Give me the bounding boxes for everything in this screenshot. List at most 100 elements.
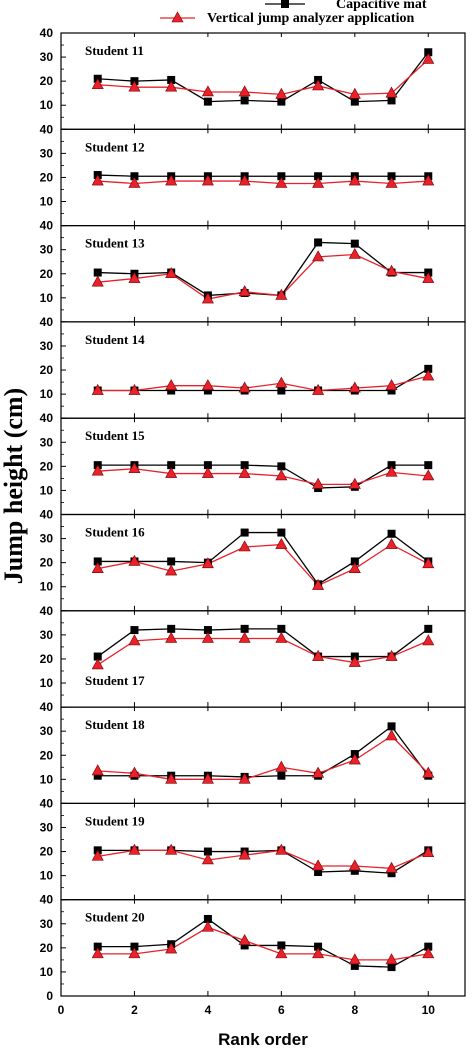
app-point [165, 267, 178, 279]
app-point [348, 562, 361, 573]
app-point [385, 465, 398, 477]
app-point [238, 85, 251, 97]
mat-point [93, 942, 102, 951]
y-tick-label: 40 [40, 796, 54, 810]
app-point [201, 557, 214, 569]
y-tick-label: 40 [40, 508, 54, 522]
app-point [275, 537, 288, 549]
y-tick-label: 20 [40, 845, 54, 859]
y-tick-label: 30 [40, 917, 54, 931]
mat-point [350, 97, 359, 106]
y-tick-label: 40 [40, 315, 54, 329]
mat-point [277, 172, 286, 181]
y-tick-label: 20 [40, 941, 54, 955]
app-point [422, 369, 435, 381]
mat-point [130, 626, 139, 635]
mat-point [424, 48, 433, 57]
app-point [348, 174, 361, 186]
y-tick-label: 10 [40, 195, 54, 209]
app-point [201, 85, 214, 97]
y-tick-label: 20 [40, 556, 54, 570]
app-point [165, 843, 178, 855]
series-line-mat [97, 918, 429, 968]
app-point [238, 934, 251, 945]
mat-point [130, 172, 139, 181]
app-point [312, 250, 325, 262]
panel-9: 10 20 30 40 Student 19 [40, 796, 466, 901]
mat-point [167, 557, 176, 566]
app-point [238, 285, 251, 297]
mat-point [387, 722, 396, 731]
app-point [422, 271, 435, 283]
series-line-app [97, 637, 429, 666]
app-point [422, 52, 435, 64]
app-point [201, 174, 214, 186]
mat-point [350, 239, 359, 248]
app-point [201, 772, 214, 784]
app-point [128, 843, 141, 855]
panel-label: Student 15 [85, 428, 145, 443]
panel-1: 10 20 30 40 Student 11 [40, 26, 466, 130]
app-point [238, 466, 251, 478]
app-point [238, 540, 251, 552]
legend-marker-app [171, 11, 184, 23]
mat-point [424, 461, 433, 470]
series-line-app [97, 926, 429, 961]
y-tick-label: 40 [40, 122, 54, 136]
app-point [385, 537, 398, 549]
app-point [275, 947, 288, 959]
x-tick-label: 4 [205, 1003, 212, 1017]
mat-point [240, 96, 249, 105]
series-line-mat [97, 725, 429, 778]
app-point [348, 477, 361, 489]
mat-point [387, 529, 396, 538]
mat-point [314, 238, 323, 247]
app-point [385, 264, 398, 276]
series-line-app [97, 735, 429, 780]
y-tick-label: 20 [40, 363, 54, 377]
panel-label: Student 16 [85, 525, 145, 540]
mat-point [93, 268, 102, 277]
app-point [238, 381, 251, 393]
y-tick-label: 20 [40, 170, 54, 184]
mat-point [424, 624, 433, 633]
mat-point [240, 941, 249, 950]
series-line-app [97, 849, 429, 870]
app-point [238, 631, 251, 643]
y-tick-label: 10 [40, 965, 54, 979]
y-tick-label: 10 [40, 772, 54, 786]
series-line-mat [97, 464, 429, 489]
mat-point [240, 624, 249, 633]
legend-marker-mat [281, 0, 289, 8]
series-line-app [97, 375, 429, 392]
panel-label: Student 12 [85, 139, 145, 154]
mat-point [203, 461, 212, 470]
panel-5: 10 20 30 40 Student 15 [40, 411, 466, 516]
app-point [165, 631, 178, 643]
mat-point [167, 624, 176, 633]
app-point [312, 79, 325, 91]
app-point [165, 80, 178, 92]
x-tick-label: 2 [131, 1003, 138, 1017]
series-line-mat [97, 51, 429, 103]
app-point [165, 564, 178, 576]
y-tick-label: 20 [40, 74, 54, 88]
x-axis-title: Rank order [218, 1030, 308, 1049]
mat-point [314, 172, 323, 181]
app-point [348, 753, 361, 765]
y-tick-label: 30 [40, 820, 54, 834]
app-point [201, 853, 214, 865]
mat-point [277, 462, 286, 471]
panel-label: Student 13 [85, 236, 145, 251]
mat-point [240, 528, 249, 537]
mat-point [350, 557, 359, 566]
app-point [312, 766, 325, 778]
app-point [422, 469, 435, 481]
panel-label: Student 20 [85, 910, 145, 925]
app-point [422, 846, 435, 858]
app-point [385, 861, 398, 873]
mat-point [314, 868, 323, 877]
app-point [275, 376, 288, 388]
mat-point [203, 914, 212, 923]
y-tick-label: 30 [40, 50, 54, 64]
